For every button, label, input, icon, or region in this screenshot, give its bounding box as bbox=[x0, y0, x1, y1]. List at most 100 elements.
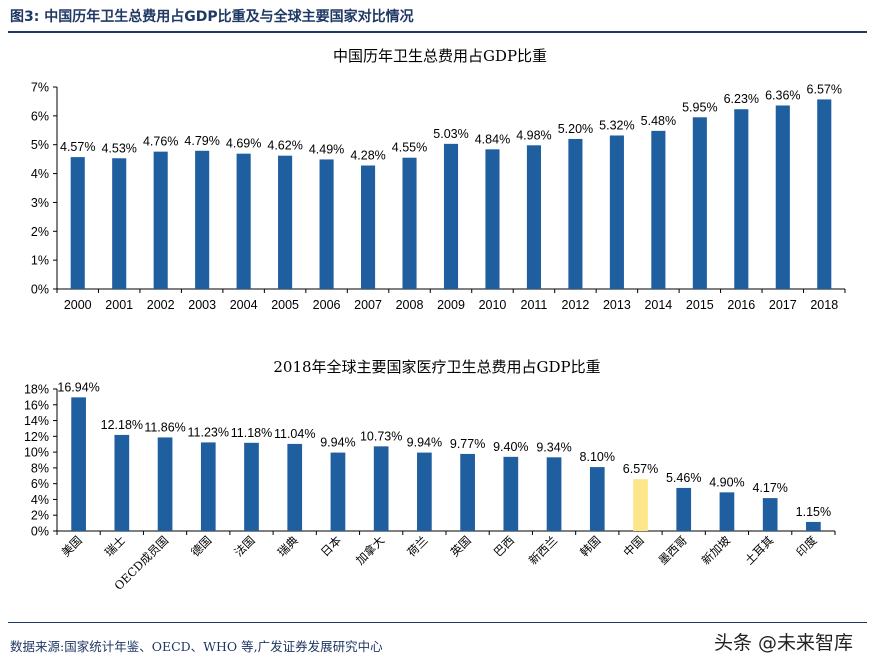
data-label: 4.55% bbox=[392, 141, 427, 155]
data-label: 9.34% bbox=[536, 440, 571, 454]
footer-divider bbox=[8, 622, 867, 623]
bar-2006 bbox=[319, 159, 334, 289]
data-label: 6.57% bbox=[623, 462, 658, 476]
bar-瑞士 bbox=[114, 434, 130, 531]
x-tick-label: 荷兰 bbox=[404, 533, 430, 559]
x-tick-label: 2011 bbox=[521, 298, 548, 312]
bar-2014 bbox=[651, 130, 666, 289]
bar-2010 bbox=[485, 149, 500, 289]
x-tick-label: 墨西哥 bbox=[656, 533, 690, 567]
y-tick-label: 5% bbox=[31, 138, 49, 152]
x-tick-label: 2004 bbox=[230, 298, 258, 312]
bar-荷兰 bbox=[417, 452, 432, 531]
data-label: 4.69% bbox=[226, 137, 261, 151]
x-tick-label: 瑞士 bbox=[102, 533, 128, 559]
bar-英国 bbox=[460, 453, 475, 531]
x-tick-label: 2005 bbox=[271, 298, 299, 312]
x-tick-label: 2016 bbox=[727, 298, 755, 312]
data-label: 11.23% bbox=[188, 425, 229, 439]
bar-法国 bbox=[244, 442, 259, 531]
data-label: 9.94% bbox=[320, 436, 355, 450]
figure-title: 图3: 中国历年卫生总费用占GDP比重及与全球主要国家对比情况 bbox=[10, 9, 414, 25]
header-divider bbox=[8, 31, 867, 33]
data-label: 5.95% bbox=[682, 100, 717, 114]
x-tick-label: 2009 bbox=[437, 298, 465, 312]
data-label: 4.79% bbox=[184, 134, 219, 148]
chart1-title: 中国历年卫生总费用占GDP比重 bbox=[333, 47, 547, 65]
y-tick-label: 0% bbox=[31, 283, 49, 297]
x-tick-label: 2003 bbox=[188, 298, 216, 312]
y-tick-label: 4% bbox=[31, 167, 49, 181]
data-label: 11.04% bbox=[274, 427, 315, 441]
x-tick-label: 2010 bbox=[479, 298, 507, 312]
y-tick-label: 8% bbox=[31, 461, 49, 475]
data-label: 4.62% bbox=[267, 139, 302, 153]
bar-2016 bbox=[734, 109, 749, 289]
x-tick-label: 2012 bbox=[562, 298, 590, 312]
bar-中国 bbox=[633, 479, 648, 531]
x-tick-label: 2000 bbox=[64, 298, 92, 312]
bar-2013 bbox=[609, 135, 624, 289]
chart2-title: 2018年全球主要国家医疗卫生总费用占GDP比重 bbox=[273, 358, 600, 376]
x-tick-label: 新西兰 bbox=[526, 533, 560, 567]
data-label: 4.84% bbox=[475, 132, 510, 146]
data-label: 4.49% bbox=[309, 142, 344, 156]
bar-瑞典 bbox=[287, 443, 303, 531]
x-tick-label: 英国 bbox=[448, 533, 474, 559]
data-label: 16.94% bbox=[57, 380, 99, 394]
bar-2009 bbox=[443, 143, 459, 289]
bar-2011 bbox=[526, 145, 541, 289]
bar-新西兰 bbox=[546, 457, 562, 531]
x-tick-label: 加拿大 bbox=[353, 533, 388, 568]
x-tick-label: 德国 bbox=[188, 533, 214, 559]
bar-2017 bbox=[775, 105, 790, 290]
y-tick-label: 10% bbox=[24, 446, 49, 460]
x-tick-label: 2017 bbox=[769, 298, 797, 312]
data-label: 4.76% bbox=[143, 135, 178, 149]
x-tick-label: 2015 bbox=[686, 298, 714, 312]
y-tick-label: 1% bbox=[31, 254, 49, 268]
watermark: 头条 @未来智库 bbox=[713, 632, 853, 654]
data-label: 6.36% bbox=[765, 88, 800, 102]
y-tick-label: 3% bbox=[31, 196, 49, 210]
x-tick-label: 2013 bbox=[603, 298, 631, 312]
y-tick-label: 4% bbox=[31, 493, 49, 507]
data-label: 9.77% bbox=[450, 437, 485, 451]
data-label: 8.10% bbox=[580, 450, 615, 464]
bar-2012 bbox=[568, 138, 583, 289]
bar-韩国 bbox=[589, 467, 605, 531]
x-tick-label: 印度 bbox=[793, 533, 820, 560]
x-tick-label: 土耳其 bbox=[742, 533, 776, 567]
data-label: 1.15% bbox=[796, 505, 831, 519]
data-label: 11.86% bbox=[144, 420, 185, 434]
data-label: 5.03% bbox=[433, 127, 468, 141]
x-tick-label: 日本 bbox=[318, 533, 345, 560]
bar-2015 bbox=[692, 117, 707, 289]
data-label: 4.98% bbox=[516, 128, 551, 142]
data-source-note: 数据来源:国家统计年鉴、OECD、WHO 等,广发证券发展研究中心 bbox=[10, 639, 383, 654]
bar-加拿大 bbox=[373, 446, 389, 531]
data-label: 5.20% bbox=[558, 122, 593, 136]
data-label: 4.17% bbox=[752, 481, 787, 495]
data-label: 5.48% bbox=[641, 114, 676, 128]
x-tick-label: 新加坡 bbox=[699, 533, 734, 568]
x-tick-label: 韩国 bbox=[577, 533, 603, 559]
y-tick-label: 12% bbox=[24, 430, 49, 444]
y-tick-label: 0% bbox=[31, 525, 49, 539]
x-tick-label: 2006 bbox=[313, 298, 341, 312]
data-label: 9.40% bbox=[493, 440, 528, 454]
bar-2007 bbox=[361, 165, 376, 289]
y-tick-label: 6% bbox=[31, 109, 49, 123]
x-tick-label: 法国 bbox=[231, 533, 257, 559]
data-label: 5.46% bbox=[666, 471, 701, 485]
bar-巴西 bbox=[503, 456, 519, 531]
x-tick-label: 2007 bbox=[354, 298, 382, 312]
x-tick-label: 2014 bbox=[644, 298, 672, 312]
bar-土耳其 bbox=[762, 498, 778, 531]
bar-2004 bbox=[236, 153, 251, 289]
x-tick-label: 2002 bbox=[147, 298, 175, 312]
data-label: 6.23% bbox=[724, 92, 759, 106]
data-label: 9.94% bbox=[407, 436, 442, 450]
x-tick-label: 2008 bbox=[396, 298, 424, 312]
bar-德国 bbox=[200, 442, 216, 531]
